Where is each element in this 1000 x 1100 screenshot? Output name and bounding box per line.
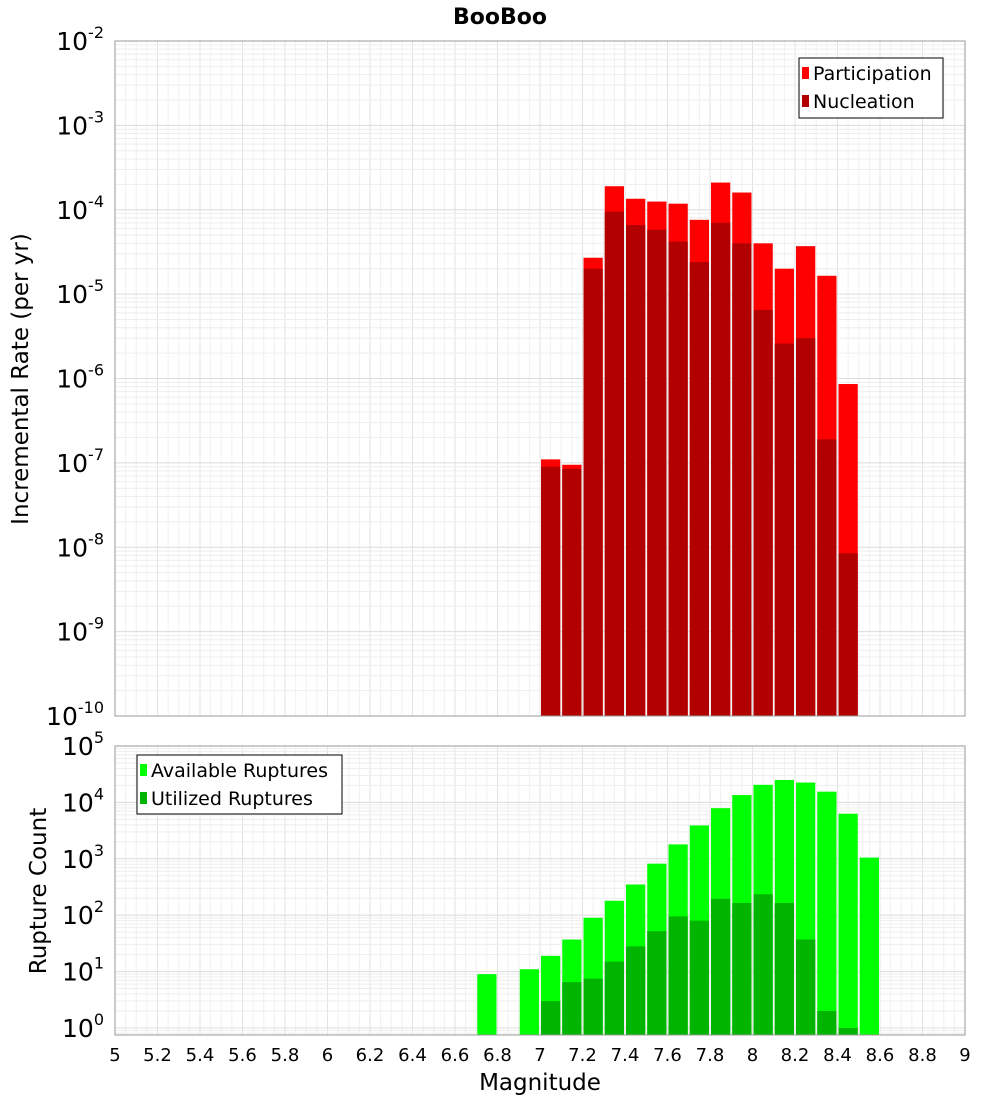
y-tick-label: 10-4 bbox=[56, 192, 104, 225]
bar-available-ruptures bbox=[859, 857, 879, 1035]
x-tick-label: 8.4 bbox=[823, 1045, 852, 1066]
bar-nucleation bbox=[562, 468, 582, 716]
legend-swatch-utilized bbox=[140, 792, 147, 804]
bar-utilized-ruptures bbox=[732, 902, 752, 1035]
x-tick-label: 7.2 bbox=[568, 1045, 597, 1066]
bar-available-ruptures bbox=[838, 813, 858, 1035]
bar-nucleation bbox=[711, 222, 731, 716]
bar-utilized-ruptures bbox=[668, 916, 688, 1035]
legend-swatch-participation bbox=[802, 67, 809, 79]
bar-nucleation bbox=[796, 338, 816, 716]
x-tick-label: 9 bbox=[959, 1045, 970, 1066]
bar-nucleation bbox=[753, 309, 773, 716]
legend-swatch-nucleation bbox=[802, 95, 809, 107]
legend-label-nucleation: Nucleation bbox=[813, 91, 915, 113]
x-tick-label: 7.6 bbox=[653, 1045, 682, 1066]
bar-utilized-ruptures bbox=[689, 920, 709, 1035]
x-tick-label: 5.8 bbox=[271, 1045, 300, 1066]
top-plot-frame bbox=[114, 40, 966, 717]
legend-label-utilized: Utilized Ruptures bbox=[151, 788, 313, 810]
x-tick-label: 7.8 bbox=[696, 1045, 725, 1066]
x-tick-label: 7 bbox=[534, 1045, 545, 1066]
y-tick-label: 105 bbox=[62, 728, 104, 761]
y-tick-label: 100 bbox=[62, 1010, 104, 1043]
y-tick-label: 10-9 bbox=[56, 614, 104, 647]
bar-utilized-ruptures bbox=[838, 1027, 858, 1035]
bar-utilized-ruptures bbox=[796, 939, 816, 1035]
top-y-ticks: 10-10 10-9 10-8 10-7 10-6 10-5 10-4 10-3 10-2 bbox=[46, 23, 104, 731]
x-tick-label: 6.4 bbox=[398, 1045, 427, 1066]
bottom-y-axis-label: Rupture Count bbox=[26, 808, 52, 974]
y-tick-label: 10-6 bbox=[56, 361, 104, 394]
bar-available-ruptures bbox=[817, 791, 837, 1035]
bar-available-ruptures bbox=[519, 969, 539, 1035]
top-legend-box bbox=[798, 57, 944, 119]
y-tick-label: 104 bbox=[62, 784, 104, 817]
bar-utilized-ruptures bbox=[774, 902, 794, 1035]
y-tick-label: 10-2 bbox=[56, 23, 104, 56]
bottom-bars bbox=[477, 779, 879, 1035]
x-tick-label: 5.4 bbox=[186, 1045, 215, 1066]
bar-nucleation bbox=[583, 268, 603, 716]
x-tick-label: 8.8 bbox=[908, 1045, 937, 1066]
x-tick-label: 6 bbox=[322, 1045, 333, 1066]
legend-swatch-available bbox=[140, 764, 147, 776]
legend-label-participation: Participation bbox=[813, 63, 932, 85]
bar-utilized-ruptures bbox=[583, 978, 603, 1035]
x-tick-label: 5.6 bbox=[228, 1045, 257, 1066]
x-tick-label: 8 bbox=[747, 1045, 758, 1066]
x-tick-label: 8.2 bbox=[781, 1045, 810, 1066]
bar-nucleation bbox=[817, 439, 837, 716]
bar-nucleation bbox=[647, 229, 667, 717]
bottom-legend-box bbox=[136, 754, 343, 815]
bar-utilized-ruptures bbox=[604, 961, 624, 1035]
bottom-panel: 100 101 102 103 104 105 5 5.2 5.4 5.6 5.8 6 6.2 6.4 6… bbox=[26, 728, 971, 1096]
bar-nucleation bbox=[838, 553, 858, 716]
top-panel: 10-10 10-9 10-8 10-7 10-6 10-5 10-4 10-3 10-2 Bo… bbox=[8, 5, 966, 731]
y-tick-label: 10-5 bbox=[56, 276, 104, 309]
bar-utilized-ruptures bbox=[562, 982, 582, 1035]
bottom-legend: Available Ruptures Utilized Ruptures bbox=[136, 754, 343, 815]
x-tick-label: 6.2 bbox=[356, 1045, 385, 1066]
x-axis-label: Magnitude bbox=[479, 1070, 601, 1096]
top-legend: Participation Nucleation bbox=[798, 57, 944, 119]
bar-nucleation bbox=[774, 343, 794, 716]
bar-utilized-ruptures bbox=[711, 898, 731, 1035]
bar-utilized-ruptures bbox=[541, 1001, 561, 1035]
bar-nucleation bbox=[604, 211, 624, 716]
y-tick-label: 10-8 bbox=[56, 529, 104, 562]
bar-utilized-ruptures bbox=[647, 931, 667, 1035]
x-tick-label: 8.6 bbox=[866, 1045, 895, 1066]
bar-nucleation bbox=[732, 243, 752, 717]
x-ticks: 5 5.2 5.4 5.6 5.8 6 6.2 6.4 6.6 6.8 7 7.2 7.4 7.6 7.8 8… bbox=[109, 1045, 970, 1066]
bar-available-ruptures bbox=[477, 974, 497, 1035]
top-grid bbox=[114, 40, 966, 717]
x-tick-label: 5.2 bbox=[143, 1045, 172, 1066]
y-tick-label: 10-3 bbox=[56, 107, 104, 140]
y-tick-label: 10-10 bbox=[46, 698, 104, 731]
y-tick-label: 102 bbox=[62, 897, 104, 930]
x-tick-label: 7.4 bbox=[611, 1045, 640, 1066]
x-tick-label: 5 bbox=[109, 1045, 120, 1066]
x-tick-label: 6.6 bbox=[441, 1045, 470, 1066]
y-tick-label: 103 bbox=[62, 841, 104, 874]
top-y-axis-label: Incremental Rate (per yr) bbox=[8, 233, 34, 525]
chart-title: BooBoo bbox=[453, 5, 547, 30]
legend-label-available: Available Ruptures bbox=[151, 760, 328, 782]
bar-nucleation bbox=[541, 466, 561, 716]
bar-utilized-ruptures bbox=[817, 1010, 837, 1035]
bar-nucleation bbox=[626, 224, 646, 716]
bottom-plot-frame bbox=[114, 745, 966, 1036]
x-tick-label: 6.8 bbox=[483, 1045, 512, 1066]
bar-nucleation bbox=[668, 241, 688, 717]
bar-nucleation bbox=[689, 262, 709, 716]
top-bars bbox=[541, 182, 858, 717]
bar-utilized-ruptures bbox=[626, 946, 646, 1035]
bottom-y-ticks: 100 101 102 103 104 105 bbox=[62, 728, 104, 1043]
y-tick-label: 10-7 bbox=[56, 445, 104, 478]
bar-utilized-ruptures bbox=[753, 894, 773, 1035]
y-tick-label: 101 bbox=[62, 954, 104, 987]
